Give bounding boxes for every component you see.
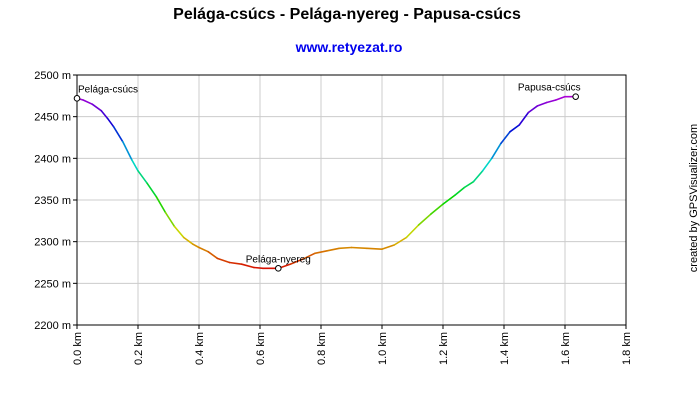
elevation-segment [555, 95, 566, 101]
y-tick-label: 2450 m [34, 112, 71, 124]
elevation-segment [393, 236, 408, 246]
y-tick-label: 2400 m [34, 153, 71, 165]
elevation-segment [405, 224, 420, 239]
elevation-segment [112, 125, 124, 143]
x-tick-label: 0.2 km [133, 332, 145, 365]
elevation-segment [146, 182, 158, 198]
elevation-segment [536, 101, 548, 107]
elevation-segment [173, 225, 185, 239]
elevation-segment [350, 246, 368, 250]
elevation-segment [192, 243, 200, 249]
x-tick-label: 0.8 km [316, 332, 328, 365]
elevation-segment [518, 111, 530, 126]
waypoint-label: Papusa-csúcs [518, 83, 581, 94]
elevation-segment [131, 159, 139, 172]
elevation-segment [365, 247, 383, 250]
waypoint-label: Pelága-nyereg [246, 254, 311, 265]
y-tick-label: 2350 m [34, 195, 71, 207]
elevation-segment [228, 261, 243, 265]
elevation-segment [289, 258, 304, 265]
x-tick-label: 0.0 km [72, 332, 84, 365]
waypoint-marker [572, 93, 579, 100]
elevation-segment [240, 263, 255, 269]
elevation-segment [338, 246, 353, 250]
x-tick-label: 0.4 km [194, 332, 206, 365]
waypoint-marker [73, 95, 81, 102]
elevation-segment [301, 252, 316, 260]
elevation-segment [545, 99, 557, 104]
elevation-segment [216, 257, 231, 264]
elevation-segment [509, 124, 521, 133]
elevation-segment [454, 186, 466, 196]
elevation-segment [82, 99, 94, 105]
waypoint-marker [275, 265, 282, 272]
elevation-segment [164, 211, 176, 228]
x-tick-label: 1.8 km [621, 332, 633, 365]
y-tick-label: 2250 m [34, 278, 71, 290]
waypoint-label: Pelága-csúcs [78, 84, 138, 95]
elevation-segment [121, 140, 133, 161]
y-tick-label: 2500 m [34, 70, 71, 82]
elevation-segment [463, 180, 475, 189]
elevation-segment [106, 117, 115, 128]
y-tick-label: 2200 m [34, 320, 71, 332]
chart-subtitle: www.retyezat.ro [295, 39, 403, 55]
y-axis: 2200 m 2250 m 2300 m 2350 m 2400 m 2450 m 2500… [34, 70, 77, 332]
elevation-segment [253, 266, 264, 270]
elevation-segment [527, 105, 539, 114]
elevation-segment [100, 110, 109, 120]
x-tick-label: 1.4 km [499, 332, 511, 365]
waypoints: Pelága-csúcs Pelága-nyereg Papusa-csúcs [73, 83, 581, 272]
elevation-segment [381, 244, 396, 250]
x-tick-label: 0.6 km [255, 332, 267, 365]
chart-title: Pelága-csúcs - Pelága-nyereg - Papusa-cs… [173, 6, 521, 23]
elevation-segment [155, 195, 167, 214]
elevation-segment [137, 170, 148, 185]
elevation-segment [326, 247, 341, 252]
y-tick-label: 2300 m [34, 237, 71, 249]
elevation-segment [207, 250, 219, 260]
elevation-segment [182, 236, 194, 245]
elevation-segment [198, 246, 209, 253]
elevation-segment [91, 103, 103, 112]
elevation-segment [481, 157, 493, 172]
x-tick-label: 1.2 km [438, 332, 450, 365]
elevation-segment [442, 194, 457, 205]
elevation-segment [314, 250, 328, 255]
elevation-segment [500, 130, 511, 145]
credit-text: created by GPSVisualizer.com [688, 124, 700, 272]
elevation-segment [472, 170, 484, 183]
elevation-segment [417, 213, 432, 226]
elevation-segment [490, 142, 502, 160]
x-axis: 0.0 km 0.2 km 0.4 km 0.6 km 0.8 km 1.0 km 1.2 … [72, 325, 633, 365]
x-tick-label: 1.0 km [377, 332, 389, 365]
x-tick-label: 1.6 km [560, 332, 572, 365]
elevation-segment [429, 203, 444, 215]
